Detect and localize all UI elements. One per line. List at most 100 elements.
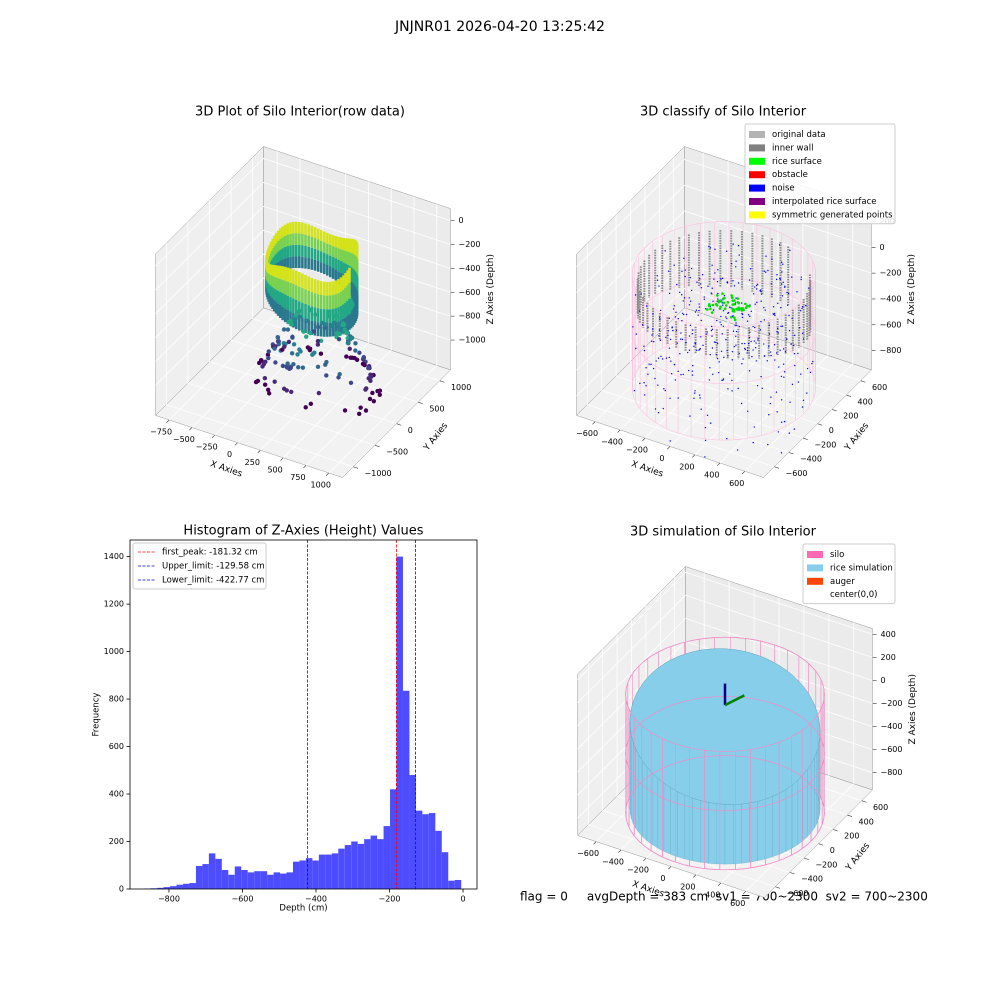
surface-point [722,297,725,300]
point [301,329,306,334]
noise-point [775,352,778,354]
noise-point [665,357,668,359]
point [266,355,271,361]
y-tick [861,800,867,803]
y-tick [788,452,794,455]
noise-point [659,309,662,312]
noise-point [727,388,729,390]
noise-point [752,325,754,328]
noise-point [726,282,729,284]
noise-point [677,397,679,399]
noise-point [714,272,716,274]
noise-point [781,283,783,285]
noise-point [773,344,776,346]
noise-point [800,278,802,281]
noise-point [698,303,700,305]
legend-swatch [749,157,765,165]
rice-side [733,803,742,865]
x-tick [166,419,170,423]
noise-point [717,292,719,295]
noise-point [643,394,646,396]
noise-point [710,325,713,328]
x-tick [742,891,747,895]
noise-point [742,358,744,360]
point [345,340,351,346]
rice-side [677,791,685,860]
noise-point [698,309,700,312]
z-tick-label: −600 [880,320,902,329]
noise-point [777,332,779,334]
noise-point [748,370,751,372]
z-tick-label: −200 [881,699,903,708]
noise-point [783,376,785,378]
noise-point [712,309,715,311]
point [292,322,298,327]
z-tick-label: 200 [881,653,896,662]
noise-point [735,330,738,333]
x-tick [325,472,330,476]
point [337,372,342,377]
y-tick [374,444,380,448]
noise-point [718,371,720,374]
x-tick-label: −750 [150,428,172,437]
noise-point [735,322,737,324]
z-tick-label: −600 [459,288,481,297]
noise-point [808,287,810,289]
noise-point [712,300,714,302]
bar [221,870,229,889]
noise-point [772,306,775,308]
point [334,330,340,336]
noise-point [747,342,750,345]
point [266,391,272,396]
x-tick-label: −600 [231,895,253,904]
point [266,349,271,354]
noise-point [681,294,683,296]
y-tick-label: −600 [786,469,808,478]
x-tick [303,465,307,469]
point [262,376,268,381]
bar [189,883,196,889]
bar [208,853,216,889]
noise-point [664,389,667,392]
z-grid-line [155,277,451,386]
bar [402,690,410,889]
x-tick-label: −400 [602,857,624,866]
noise-point [660,355,662,358]
y-tick [803,437,808,440]
z-tick-label: −600 [881,745,903,754]
surface-point [717,300,721,304]
point [282,344,287,349]
noise-point [651,340,653,343]
z-tick-label: −400 [880,294,902,303]
bar [312,860,319,889]
noise-point [696,349,698,351]
noise-point [789,249,791,252]
noise-point [777,302,779,305]
noise-point [715,341,717,344]
y-grid-line [252,157,440,382]
legend-box [132,542,267,590]
noise-point [687,351,689,354]
z-axis-label: Z Axies (Depth) [908,674,918,745]
bar [435,830,442,889]
noise-point [640,293,642,295]
noise-point [668,317,670,320]
noise-point [683,297,686,299]
point [324,373,329,378]
noise-point [645,367,647,369]
noise-point [731,359,733,361]
y-tick-label: 0 [829,426,834,435]
noise-point [716,342,719,345]
noise-point [775,278,778,281]
noise-point [694,392,696,394]
bar [454,879,462,889]
noise-point [770,354,772,357]
bar [377,839,384,889]
legend-label: silo [830,550,844,560]
noise-point [709,367,711,369]
noise-point [685,313,688,316]
x-tick [643,857,647,862]
noise-point [673,305,675,307]
legend-swatch [749,184,765,192]
noise-point [674,379,677,381]
